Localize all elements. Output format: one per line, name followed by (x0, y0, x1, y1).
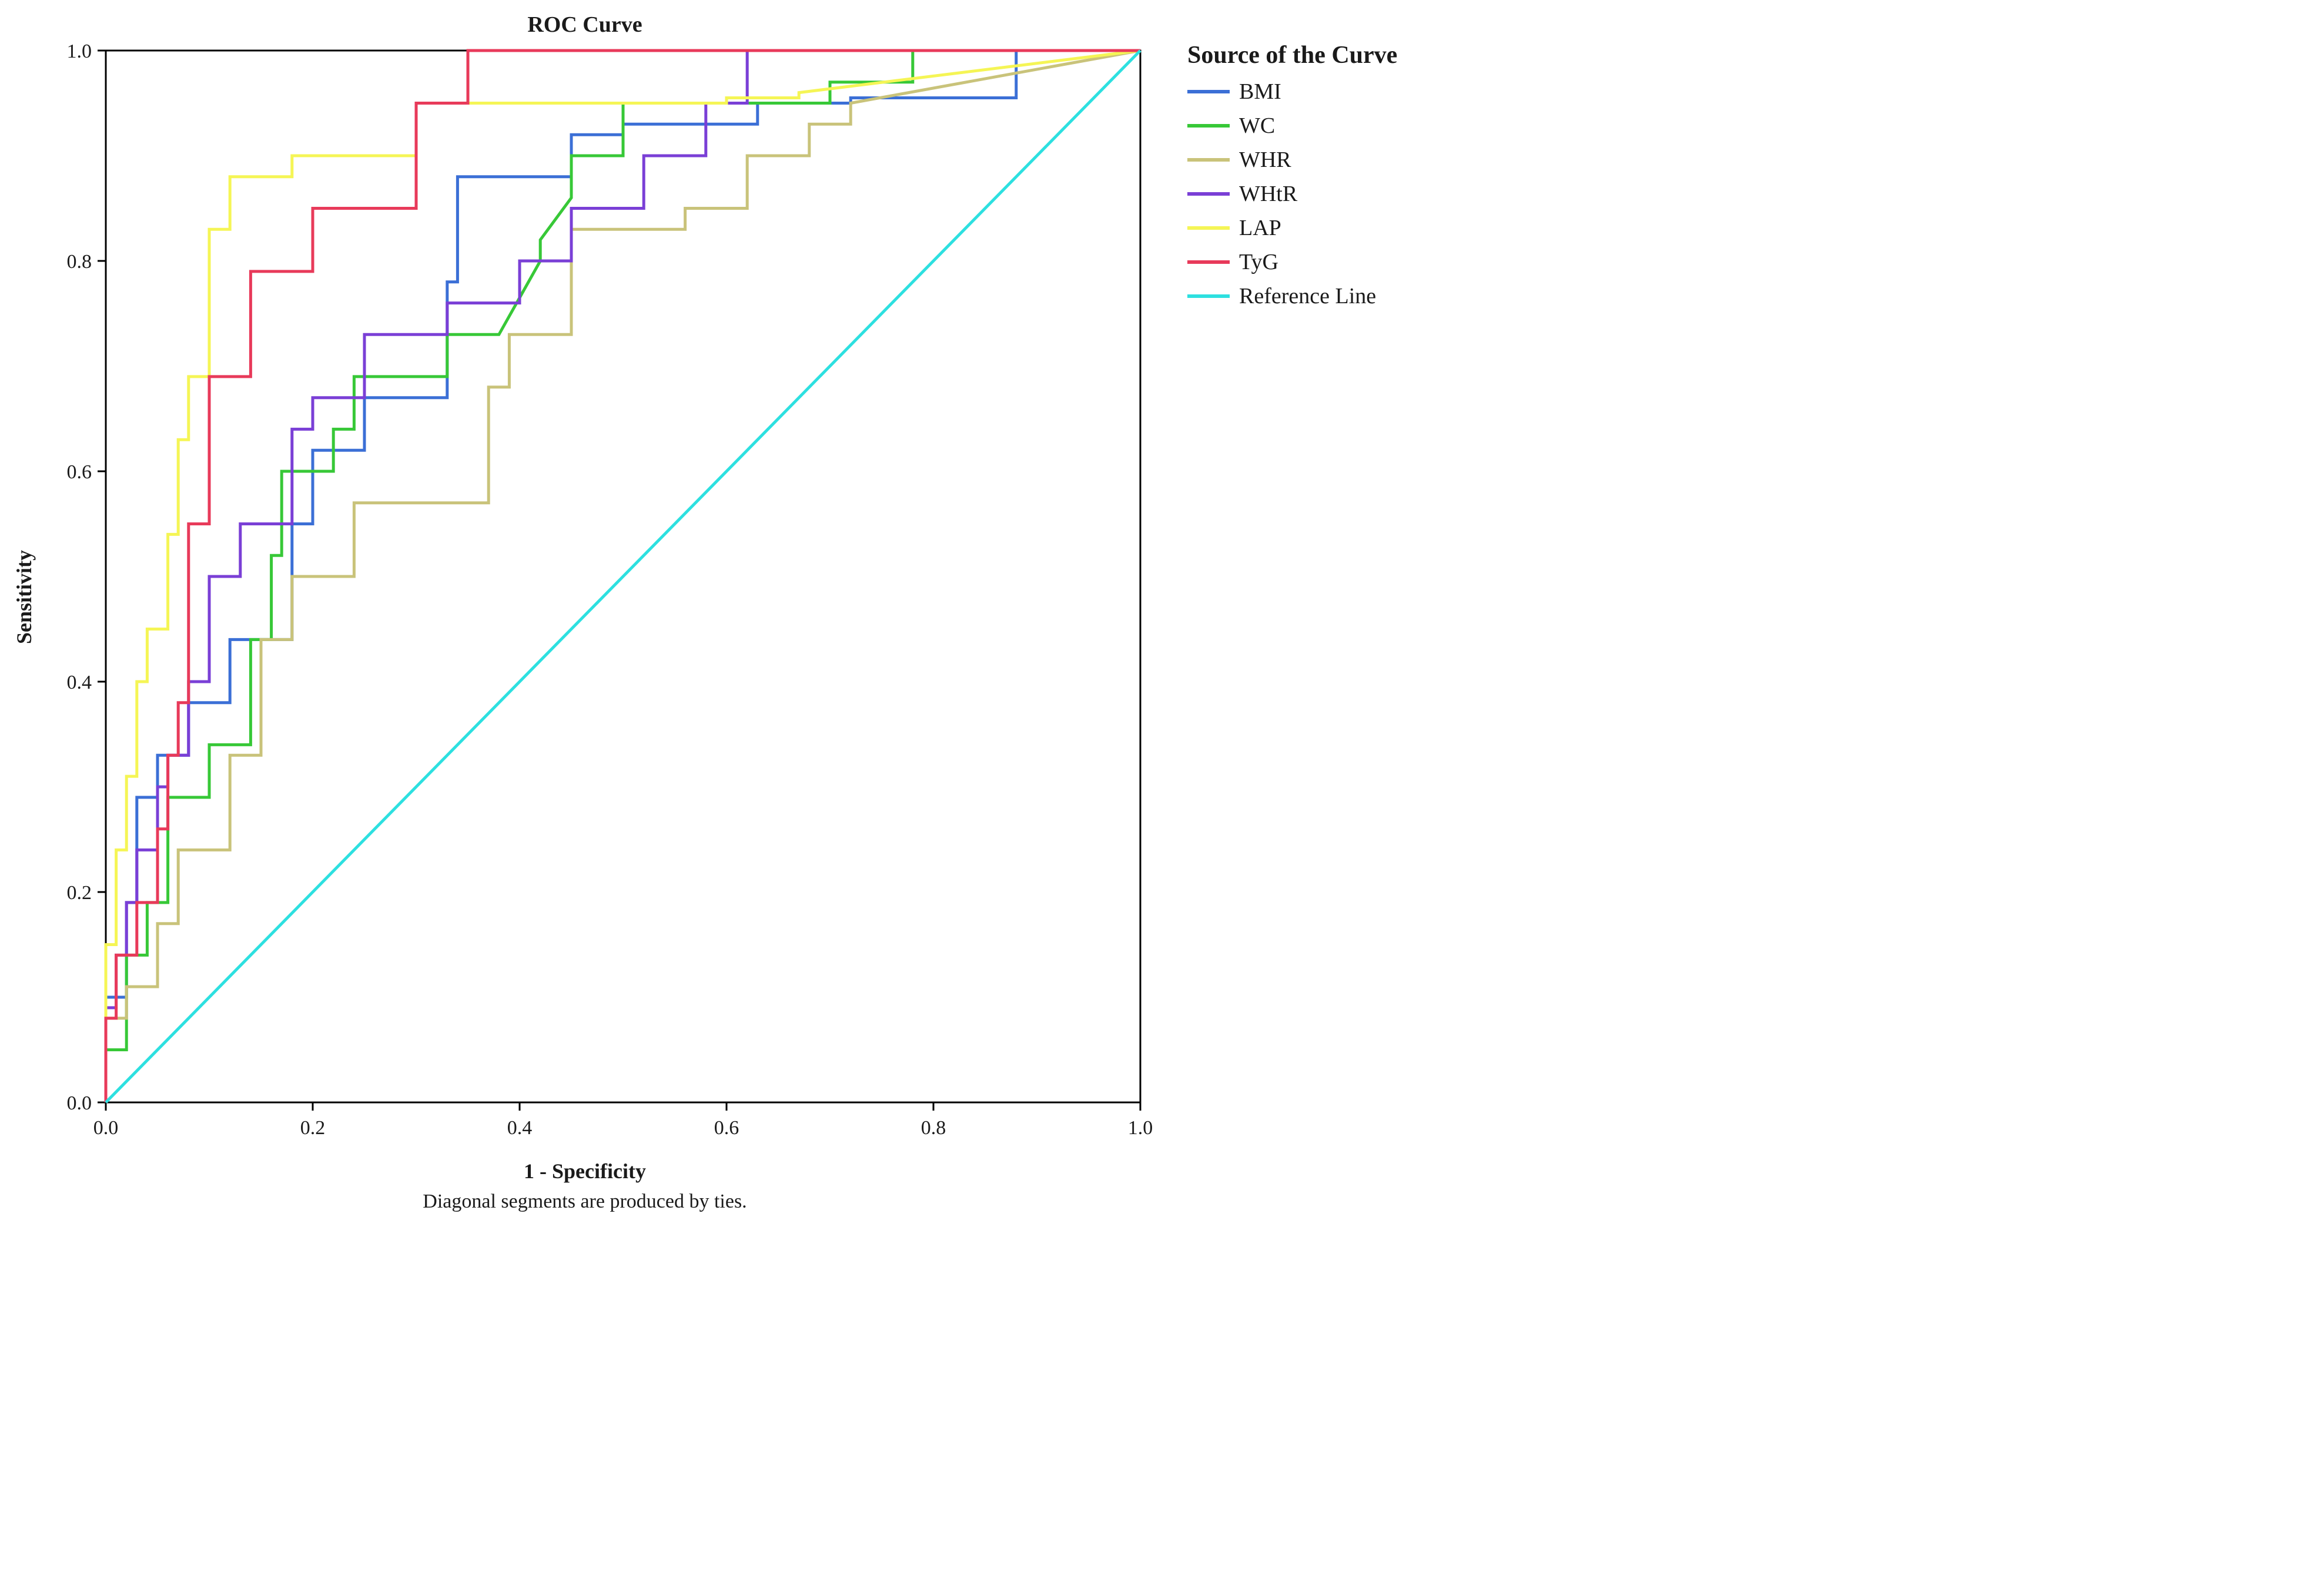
plot-column: ROC Curve Sensitivity 0.0 0.2 0.4 0.6 0.8 1.0… (12, 12, 1158, 1213)
svg-text:0.4: 0.4 (67, 672, 92, 693)
legend-item-label: Reference Line (1239, 283, 1376, 309)
legend-items: BMI WC WHR WHtR LAP TyG Reference Line (1187, 79, 1397, 309)
legend-item-label: WC (1239, 113, 1275, 139)
legend-item: WHtR (1187, 181, 1397, 207)
legend-swatch (1187, 124, 1230, 128)
legend-item-label: BMI (1239, 79, 1281, 105)
legend-item-label: WHR (1239, 147, 1291, 173)
plot-row: Sensitivity 0.00.20.40.60.81.00.00.20.40… (12, 39, 1158, 1155)
legend-swatch (1187, 294, 1230, 298)
legend-swatch (1187, 226, 1230, 230)
x-axis-label: 1 - Specificity (524, 1159, 646, 1183)
legend-item: WHR (1187, 147, 1397, 173)
legend-swatch (1187, 192, 1230, 196)
legend-swatch (1187, 260, 1230, 264)
legend-swatch (1187, 90, 1230, 93)
legend-item: Reference Line (1187, 283, 1397, 309)
legend-item: BMI (1187, 79, 1397, 105)
svg-text:1.0: 1.0 (67, 41, 92, 62)
svg-text:0.8: 0.8 (921, 1117, 946, 1139)
legend-item-label: WHtR (1239, 181, 1297, 207)
chart-title: ROC Curve (527, 12, 642, 38)
svg-text:0.0: 0.0 (93, 1117, 119, 1139)
chart-caption: Diagonal segments are produced by ties. (423, 1191, 747, 1213)
svg-text:0.6: 0.6 (67, 461, 92, 483)
legend-item: LAP (1187, 215, 1397, 241)
legend-item-label: LAP (1239, 215, 1281, 241)
svg-text:0.0: 0.0 (67, 1092, 92, 1114)
legend-item-label: TyG (1239, 249, 1278, 275)
legend-title: Source of the Curve (1187, 41, 1397, 69)
roc-figure: ROC Curve Sensitivity 0.0 0.2 0.4 0.6 0.8 1.0… (0, 0, 2303, 1225)
roc-plot: 0.0 0.2 0.4 0.6 0.8 1.0 0.0 0.2 0.4 0.6 0.8 1.0 (41, 39, 1158, 1155)
y-axis-label: Sensitivity (12, 550, 36, 644)
legend-item: TyG (1187, 249, 1397, 275)
legend-swatch (1187, 158, 1230, 162)
svg-text:0.8: 0.8 (67, 251, 92, 273)
svg-text:0.6: 0.6 (714, 1117, 739, 1139)
svg-text:1.0: 1.0 (1128, 1117, 1153, 1139)
legend-item: WC (1187, 113, 1397, 139)
legend: Source of the Curve BMI WC WHR WHtR LAP TyG Re… (1187, 41, 1397, 317)
svg-text:0.2: 0.2 (300, 1117, 326, 1139)
svg-text:0.4: 0.4 (507, 1117, 533, 1139)
svg-text:0.2: 0.2 (67, 882, 92, 904)
